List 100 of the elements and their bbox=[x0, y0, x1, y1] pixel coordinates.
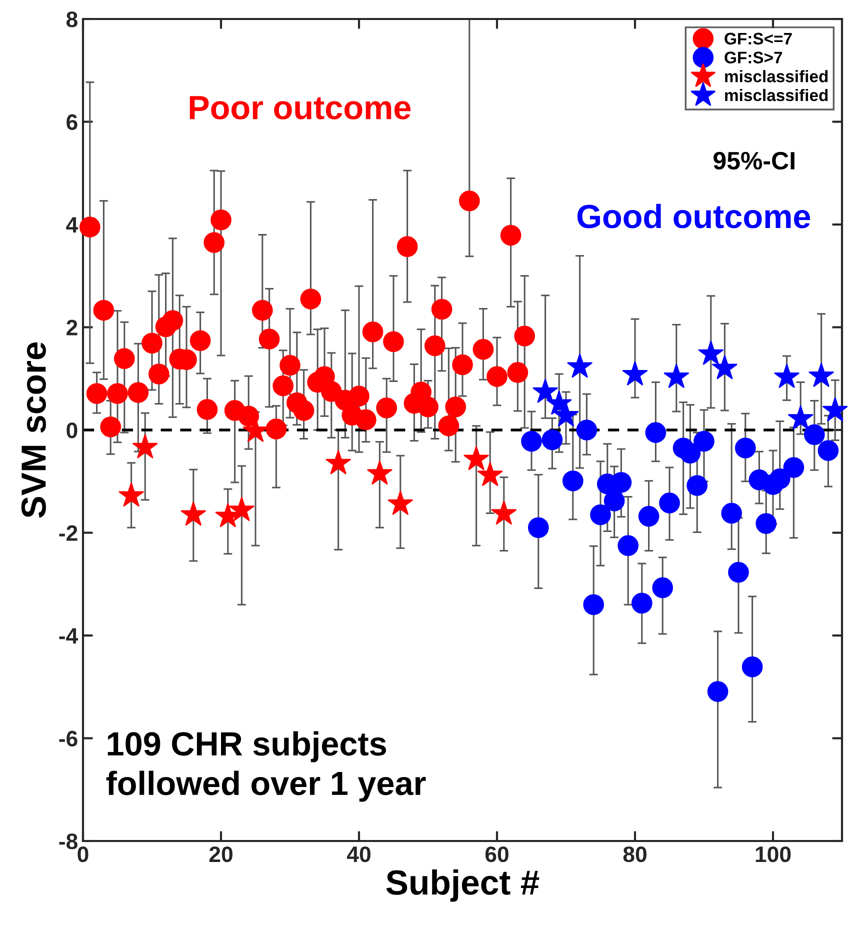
point bbox=[190, 330, 211, 352]
point bbox=[418, 396, 438, 418]
point bbox=[774, 364, 800, 388]
point bbox=[680, 442, 701, 464]
annotation: 95%-CI bbox=[714, 152, 794, 170]
y-tick-label: -2 bbox=[59, 525, 78, 541]
point bbox=[694, 430, 714, 452]
point bbox=[576, 420, 598, 440]
y-tick-label: -8 bbox=[59, 834, 78, 850]
point bbox=[93, 300, 114, 321]
point bbox=[622, 361, 648, 386]
point bbox=[532, 378, 558, 403]
legend-label: misclassified bbox=[725, 70, 828, 82]
point bbox=[383, 331, 404, 352]
point bbox=[424, 335, 446, 356]
point bbox=[583, 594, 604, 616]
point bbox=[542, 429, 563, 450]
x-axis-title: Subject # bbox=[386, 869, 540, 902]
point bbox=[808, 362, 834, 387]
point bbox=[664, 364, 689, 388]
x-tick-label: 20 bbox=[209, 846, 232, 862]
point bbox=[590, 504, 611, 526]
y-tick-label: -6 bbox=[59, 730, 78, 747]
point bbox=[604, 490, 625, 512]
point bbox=[686, 475, 708, 496]
point bbox=[507, 362, 528, 383]
point bbox=[486, 366, 508, 387]
point bbox=[728, 562, 749, 583]
point bbox=[86, 383, 108, 404]
point bbox=[367, 460, 392, 484]
point bbox=[567, 354, 592, 378]
point bbox=[438, 415, 460, 436]
x-tick-label: 60 bbox=[485, 846, 508, 862]
legend-label: GF:S>7 bbox=[724, 52, 782, 64]
y-axis-title: SVM score bbox=[21, 342, 46, 518]
annotation: 109 CHR subjects followed over 1 year bbox=[106, 731, 426, 802]
y-tick-label: 2 bbox=[66, 320, 78, 336]
point bbox=[514, 326, 536, 346]
point bbox=[142, 332, 162, 354]
point bbox=[326, 450, 351, 474]
point bbox=[618, 535, 639, 556]
point bbox=[348, 386, 370, 407]
point bbox=[196, 399, 218, 420]
point bbox=[458, 190, 480, 212]
point bbox=[631, 592, 652, 614]
x-tick-label: 100 bbox=[756, 846, 791, 862]
point bbox=[252, 300, 273, 321]
point bbox=[783, 457, 804, 478]
point bbox=[204, 232, 225, 253]
x-tick-label: 0 bbox=[78, 846, 88, 862]
point bbox=[546, 390, 572, 415]
y-tick-label: 6 bbox=[66, 114, 78, 130]
legend-label: misclassified bbox=[725, 88, 828, 102]
point bbox=[734, 438, 756, 458]
y-tick-label: 8 bbox=[66, 12, 78, 28]
legend-label: GF:S<=7 bbox=[724, 32, 792, 45]
y-tick-label: -4 bbox=[59, 628, 78, 644]
point bbox=[272, 375, 294, 396]
point bbox=[698, 340, 724, 365]
point bbox=[293, 400, 314, 421]
point bbox=[652, 577, 674, 598]
point bbox=[210, 209, 232, 230]
point bbox=[638, 506, 660, 527]
point bbox=[562, 470, 584, 492]
point bbox=[478, 462, 503, 486]
point bbox=[229, 496, 254, 521]
point bbox=[464, 446, 489, 470]
x-tick-label: 80 bbox=[623, 846, 646, 862]
point bbox=[553, 402, 579, 426]
point bbox=[148, 364, 170, 384]
point bbox=[804, 424, 825, 446]
point bbox=[280, 354, 300, 376]
point bbox=[822, 397, 848, 422]
point bbox=[355, 409, 376, 430]
point bbox=[721, 502, 742, 524]
y-tick-label: 0 bbox=[66, 422, 78, 438]
point bbox=[376, 397, 398, 418]
point bbox=[180, 502, 206, 526]
point bbox=[258, 328, 280, 350]
point bbox=[500, 224, 522, 246]
point bbox=[114, 348, 135, 370]
point bbox=[756, 513, 777, 534]
point bbox=[238, 406, 260, 427]
annotation: Good outcome bbox=[577, 204, 810, 228]
point bbox=[818, 440, 839, 461]
point bbox=[491, 500, 516, 525]
annotation: Poor outcome bbox=[190, 96, 411, 120]
point bbox=[707, 681, 728, 702]
point bbox=[742, 656, 763, 678]
point bbox=[396, 236, 418, 258]
point bbox=[362, 321, 384, 342]
point bbox=[659, 492, 680, 514]
point bbox=[132, 434, 158, 458]
point bbox=[521, 430, 542, 452]
point bbox=[472, 338, 494, 360]
point bbox=[528, 517, 549, 538]
point bbox=[712, 355, 738, 380]
point bbox=[431, 298, 452, 320]
point bbox=[162, 310, 184, 331]
point bbox=[128, 382, 149, 403]
